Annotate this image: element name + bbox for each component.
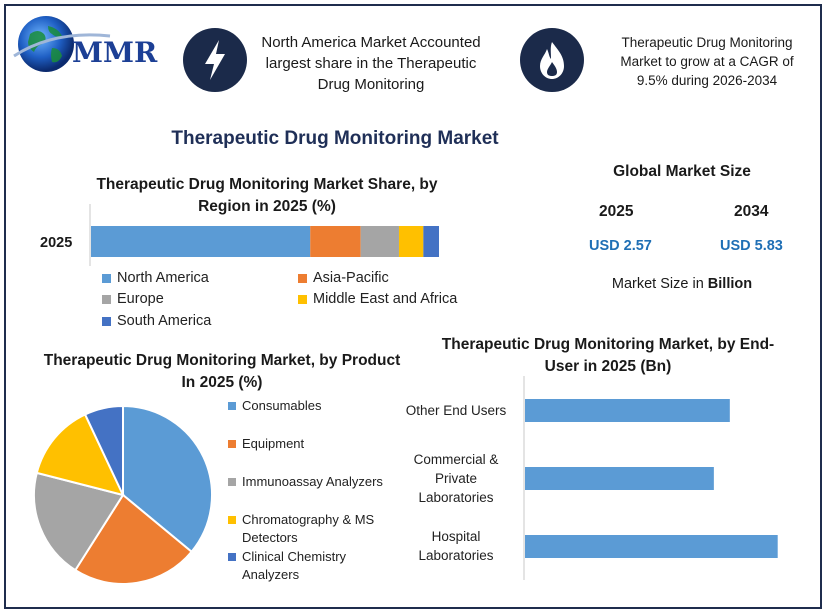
logo-text: MMR <box>72 36 158 69</box>
pie-slice-chromatography-and-ms-detectors <box>35 413 125 497</box>
enduser-label-other-end-users: Other End Users <box>396 401 516 420</box>
legend-swatch <box>102 316 111 326</box>
product-chart-title: Therapeutic Drug Monitoring Market, by P… <box>43 352 401 391</box>
main-title: Therapeutic Drug Monitoring Market <box>171 128 499 149</box>
legend-label: Asia-Pacific <box>313 270 389 286</box>
highlight-right: Therapeutic Drug Monitoring Market to gr… <box>620 35 794 88</box>
product-legend-chromatography-and-ms-detectors: Chromatography & MS Detectors <box>228 511 400 547</box>
year-2025: 2025 <box>599 203 634 220</box>
region-bar-segment-europe <box>360 226 399 257</box>
legend-label: Equipment <box>242 436 305 451</box>
product-legend-consumables: Consumables <box>228 397 400 415</box>
pie-slice-immunoassay-analyzers <box>33 471 125 572</box>
legend-swatch <box>298 294 307 304</box>
legend-swatch <box>102 294 111 304</box>
legend-label: Chromatography & MS Detectors <box>242 512 375 545</box>
legend-label: South America <box>117 313 212 329</box>
region-legend-south-america: South America <box>102 313 211 329</box>
legend-swatch <box>228 553 236 561</box>
market-size-note: Market Size in Billion <box>590 276 774 292</box>
legend-label: Middle East and Africa <box>313 291 458 307</box>
enduser-label-line: Laboratories <box>418 548 494 563</box>
region-legend-north-america: North America <box>102 270 209 286</box>
legend-label: Consumables <box>242 398 322 413</box>
region-legend-asia-pacific: Asia-Pacific <box>298 270 389 286</box>
legend-swatch <box>102 273 111 283</box>
highlight-left: North America Market Accounted largest s… <box>261 34 481 93</box>
region-chart-title: Therapeutic Drug Monitoring Market Share… <box>96 176 438 215</box>
lightning-icon <box>205 40 225 80</box>
region-bar-segment-middle-east-and-africa <box>398 226 424 257</box>
market-size-note-prefix: Market Size in <box>611 276 708 292</box>
value-2034: USD 5.83 <box>720 238 783 254</box>
legend-label: North America <box>117 270 209 286</box>
enduser-label-hospital-laboratories: Hospital Laboratories <box>396 527 516 565</box>
legend-label: Europe <box>117 291 164 307</box>
lightning-badge <box>183 28 247 92</box>
legend-swatch <box>228 440 236 448</box>
region-legend-middle-east-and-africa: Middle East and Africa <box>298 291 457 307</box>
year-2034: 2034 <box>734 203 769 220</box>
enduser-label-line: Hospital <box>431 529 481 544</box>
enduser-bar-commercial-and-private-laboratories <box>525 467 714 490</box>
globe-icon <box>13 16 111 72</box>
region-category-label: 2025 <box>40 235 72 251</box>
enduser-label-line: Private <box>434 470 478 486</box>
region-stacked-bar-chart: 2025 <box>40 204 439 266</box>
region-legend-europe: Europe <box>102 291 164 307</box>
region-bar-segment-asia-pacific <box>310 226 361 257</box>
enduser-bar-hospital-laboratories <box>525 535 778 558</box>
product-legend-equipment: Equipment <box>228 435 400 453</box>
flame-icon <box>540 42 564 79</box>
global-market-title: Global Market Size <box>613 163 751 180</box>
region-bar-segment-south-america <box>423 226 439 257</box>
mmr-logo <box>12 12 172 76</box>
legend-swatch <box>298 273 307 283</box>
enduser-bar-chart <box>523 376 778 580</box>
enduser-label-line: Commercial & <box>413 451 499 467</box>
value-2025: USD 2.57 <box>589 238 652 254</box>
product-legend-immunoassay-analyzers: Immunoassay Analyzers <box>228 473 400 491</box>
enduser-label-commercial-and-private-laboratories: Commercial & Private Laboratories <box>396 450 516 507</box>
enduser-label-line: Other End Users <box>405 402 507 418</box>
pie-slice-equipment <box>73 493 193 585</box>
market-size-note-unit: Billion <box>707 276 753 292</box>
legend-swatch <box>228 516 236 524</box>
product-legend-clinical-chemistry-analyzers: Clinical Chemistry Analyzers <box>228 548 400 584</box>
legend-swatch <box>228 478 236 486</box>
pie-slice-consumables <box>122 404 213 554</box>
product-pie-chart <box>33 404 213 585</box>
enduser-bar-other-end-users <box>525 399 730 422</box>
pie-slice-clinical-chemistry-analyzers <box>83 404 124 496</box>
region-bar-segment-north-america <box>91 226 311 257</box>
enduser-label-line: Laboratories <box>418 489 494 505</box>
legend-label: Immunoassay Analyzers <box>242 474 383 489</box>
flame-badge <box>520 28 584 92</box>
enduser-chart-title: Therapeutic Drug Monitoring Market, by E… <box>441 336 775 375</box>
legend-label: Clinical Chemistry Analyzers <box>242 549 347 582</box>
legend-swatch <box>228 402 236 410</box>
